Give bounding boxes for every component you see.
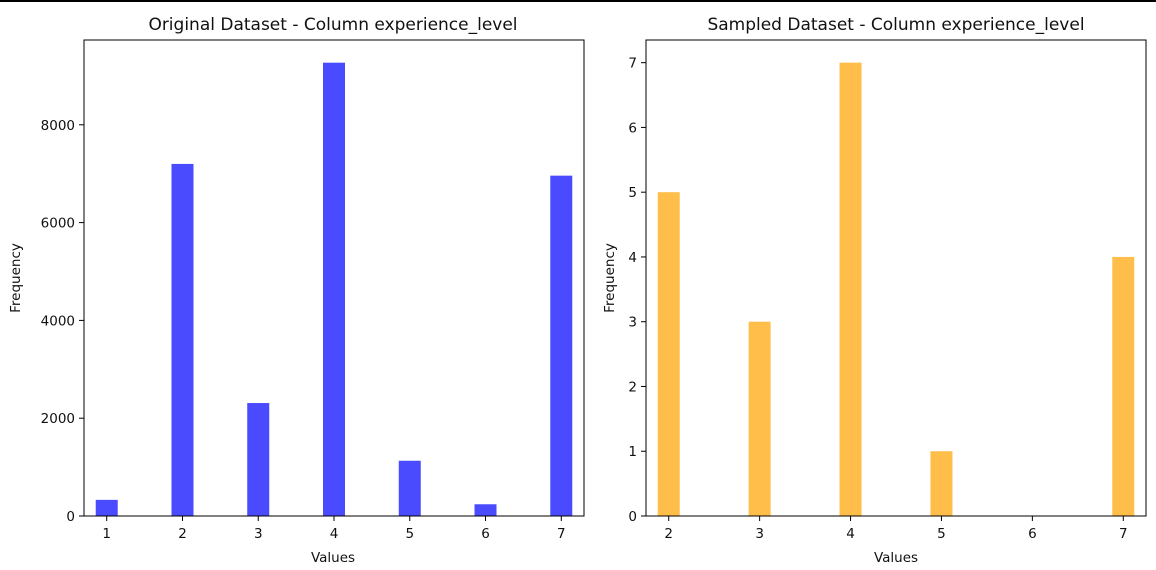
x-tick-label: 6 — [481, 526, 490, 542]
bar — [323, 62, 345, 517]
bar — [95, 499, 118, 516]
x-tick-label: 3 — [254, 526, 263, 542]
x-tick-label: 2 — [664, 526, 673, 542]
y-axis-label: Frequency — [8, 243, 24, 313]
x-tick-label: 2 — [178, 526, 187, 542]
y-tick-label: 4 — [628, 250, 637, 266]
y-tick-label: 7 — [628, 56, 637, 72]
y-tick-label: 6 — [628, 120, 637, 136]
y-axis-label: Frequency — [602, 243, 618, 313]
x-axis-label: Values — [874, 550, 918, 566]
y-tick-label: 8000 — [41, 118, 75, 134]
y-tick-label: 5 — [628, 185, 637, 201]
chart-title: Original Dataset - Column experience_lev… — [148, 15, 517, 35]
y-tick-label: 6000 — [41, 216, 75, 232]
x-tick-label: 7 — [1119, 526, 1128, 542]
x-tick-label: 7 — [557, 526, 566, 542]
y-tick-label: 4000 — [41, 313, 75, 329]
plot-frame — [645, 39, 1147, 517]
bar — [247, 403, 270, 516]
y-tick-label: 3 — [628, 315, 637, 331]
y-tick-label: 0 — [66, 509, 75, 525]
chart-sampled: Sampled Dataset - Column experience_leve… — [602, 15, 1147, 566]
x-axis-label: Values — [311, 550, 355, 566]
y-tick-label: 0 — [628, 509, 637, 525]
y-tick-label: 2000 — [41, 411, 75, 427]
top-border-line — [0, 0, 1156, 2]
x-tick-label: 3 — [755, 526, 764, 542]
bar — [839, 62, 862, 517]
bar — [748, 321, 771, 516]
y-tick-label: 2 — [628, 379, 637, 395]
y-tick-label: 1 — [628, 444, 637, 460]
x-tick-label: 4 — [846, 526, 855, 542]
bar — [930, 451, 953, 516]
bar — [398, 460, 421, 516]
x-tick-label: 5 — [937, 526, 946, 542]
x-tick-label: 1 — [102, 526, 111, 542]
x-tick-label: 4 — [330, 526, 339, 542]
bar — [657, 192, 680, 516]
bar — [474, 504, 497, 516]
chart-title: Sampled Dataset - Column experience_leve… — [707, 15, 1084, 35]
bar — [550, 175, 573, 517]
bar — [1112, 256, 1135, 516]
bar — [171, 163, 194, 516]
x-tick-label: 5 — [405, 526, 414, 542]
x-tick-label: 6 — [1028, 526, 1037, 542]
chart-original: Original Dataset - Column experience_lev… — [8, 15, 585, 566]
